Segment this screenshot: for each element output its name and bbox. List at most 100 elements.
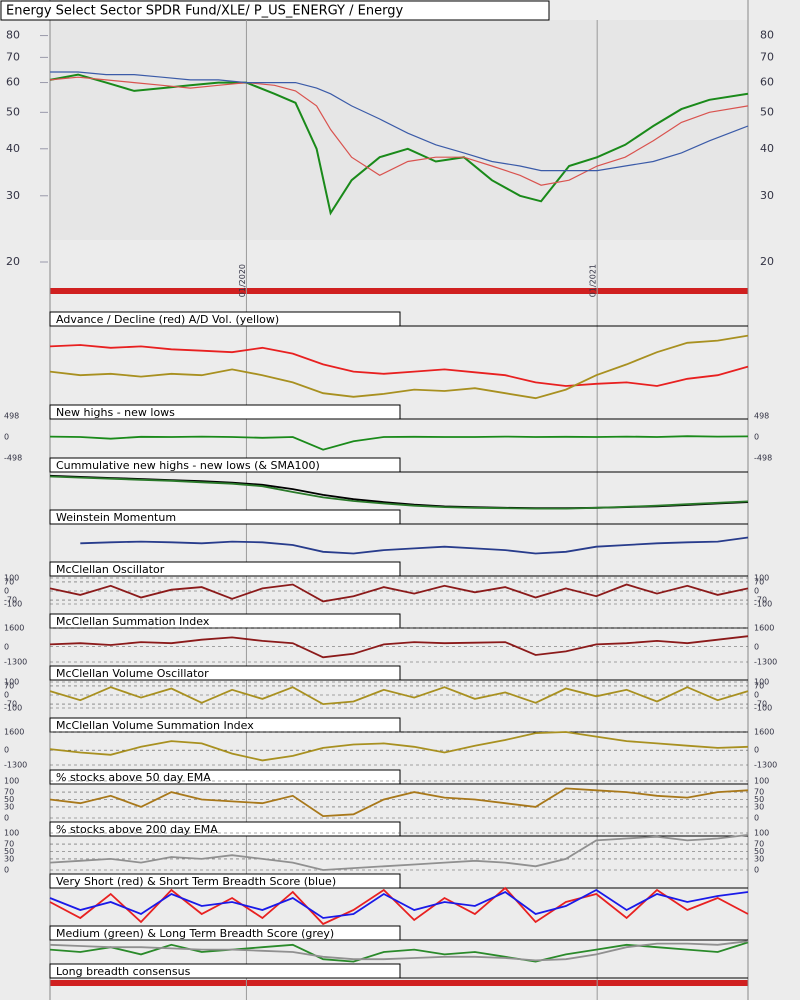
y-tick-label: 70 (754, 577, 764, 586)
y-tick-label: 70 (4, 681, 14, 690)
y-tick-label: 0 (754, 642, 759, 651)
y-tick-label: 0 (4, 587, 9, 596)
y-tick-label: 70 (4, 577, 14, 586)
indicator-line (49, 686, 749, 706)
price-plot-area (50, 20, 748, 240)
y-tick-label: -1300 (4, 658, 27, 667)
y-tick-label: 0 (754, 746, 759, 755)
y-tick-label: 30 (760, 189, 774, 202)
y-tick-label: 0 (754, 866, 759, 875)
y-tick-label: 30 (6, 189, 20, 202)
y-tick-label: 50 (754, 795, 764, 804)
panel-title-box (49, 963, 401, 979)
panel-title: % stocks above 50 day EMA (56, 771, 211, 784)
y-tick-label: 1600 (4, 728, 24, 737)
y-tick-label: 1600 (4, 624, 24, 633)
indicator-line (49, 435, 749, 451)
panel-title: McClellan Summation Index (56, 615, 210, 628)
y-tick-label: 70 (760, 50, 774, 63)
indicator-line (80, 536, 749, 555)
y-tick-label: 0 (4, 691, 9, 700)
panel-title-box (49, 769, 401, 785)
indicator-line (49, 787, 749, 818)
panel-title-box (49, 561, 401, 577)
indicator-line (49, 475, 749, 510)
panel-title: Medium (green) & Long Term Breadth Score… (56, 927, 334, 940)
title-box (0, 0, 550, 21)
y-tick-label: 0 (4, 866, 9, 875)
y-tick-label: 60 (760, 76, 774, 89)
indicator-line (49, 635, 749, 659)
panel-title-box (49, 404, 401, 420)
panel-title-box (49, 925, 401, 941)
y-tick-label: 100 (754, 777, 769, 786)
y-tick-label: 50 (4, 847, 14, 856)
y-tick-label: 0 (754, 814, 759, 823)
panel-title: Cummulative new highs - new lows (& SMA1… (56, 459, 320, 472)
chart-title: Energy Select Sector SPDR Fund/XLE/ P_US… (6, 4, 403, 19)
y-tick-label: -498 (4, 454, 22, 463)
panel-title-box (49, 457, 401, 473)
panel-title-box (49, 665, 401, 681)
y-tick-label: 100 (4, 829, 19, 838)
y-tick-label: 498 (754, 412, 769, 421)
y-tick-label: 30 (4, 854, 14, 863)
x-tick-label: 01/2021 (589, 264, 598, 297)
y-tick-label: -70 (4, 700, 17, 709)
y-tick-label: 100 (754, 829, 769, 838)
panel-title-box (49, 873, 401, 889)
price-line (49, 76, 749, 186)
y-tick-label: 40 (6, 142, 20, 155)
panel-title: Advance / Decline (red) A/D Vol. (yellow… (56, 313, 279, 326)
y-tick-label: 0 (4, 746, 9, 755)
y-tick-label: 70 (4, 788, 14, 797)
panel-title: % stocks above 200 day EMA (56, 823, 218, 836)
y-tick-label: 1600 (754, 728, 774, 737)
y-tick-label: 0 (4, 642, 9, 651)
y-tick-label: 50 (760, 105, 774, 118)
y-tick-label: -100 (754, 600, 772, 609)
x-tick-label: 01/2020 (238, 264, 247, 297)
price-line (50, 71, 749, 172)
panel-title-box (49, 311, 401, 327)
indicator-line (49, 731, 749, 762)
status-strip (50, 288, 748, 294)
panel-title: McClellan Oscillator (56, 563, 165, 576)
y-tick-label: 1600 (754, 624, 774, 633)
y-tick-label: 0 (4, 814, 9, 823)
y-tick-label: -100 (4, 704, 22, 713)
y-tick-label: -1300 (4, 761, 27, 770)
y-tick-label: -100 (754, 704, 772, 713)
panel-title: Long breadth consensus (56, 965, 191, 978)
indicator-line (49, 344, 749, 387)
y-tick-label: -70 (754, 596, 767, 605)
status-strip (50, 980, 748, 986)
price-line (49, 73, 749, 216)
y-tick-label: -100 (4, 600, 22, 609)
y-tick-label: 100 (754, 574, 769, 583)
y-tick-label: 100 (4, 777, 19, 786)
y-tick-label: 70 (6, 50, 20, 63)
panel-title: McClellan Volume Summation Index (56, 719, 254, 732)
indicator-line (49, 940, 749, 962)
y-tick-label: 70 (754, 840, 764, 849)
y-tick-label: -70 (754, 700, 767, 709)
y-tick-label: -1300 (754, 658, 777, 667)
y-tick-label: 60 (6, 76, 20, 89)
y-tick-label: 80 (6, 29, 20, 42)
panel-title: Weinstein Momentum (56, 511, 176, 524)
y-tick-label: 30 (4, 802, 14, 811)
y-tick-label: 0 (4, 433, 9, 442)
y-tick-label: 70 (754, 681, 764, 690)
y-tick-label: 100 (4, 574, 19, 583)
y-tick-label: -1300 (754, 761, 777, 770)
y-tick-label: 100 (4, 678, 19, 687)
panel-title-box (49, 509, 401, 525)
y-tick-label: 50 (754, 847, 764, 856)
y-tick-label: 30 (754, 854, 764, 863)
y-tick-label: 30 (754, 802, 764, 811)
y-tick-label: 70 (754, 788, 764, 797)
y-tick-label: 50 (6, 105, 20, 118)
y-tick-label: 20 (760, 255, 774, 268)
